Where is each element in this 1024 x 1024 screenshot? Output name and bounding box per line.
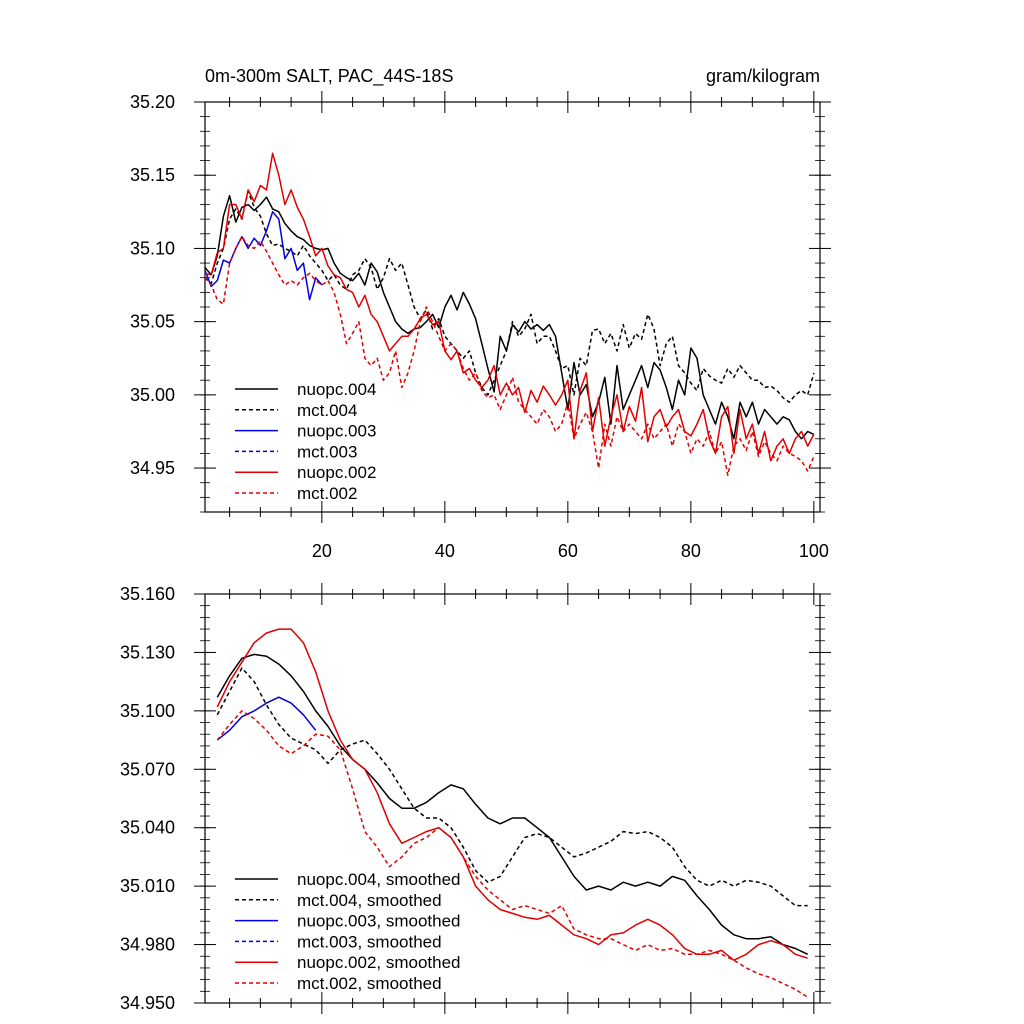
bottom-legend-label: nuopc.002, smoothed <box>297 953 461 972</box>
bottom-legend-label: mct.003, smoothed <box>297 932 442 951</box>
bottom-y-tick-label: 34.950 <box>120 993 175 1013</box>
bottom-series-group <box>216 628 809 998</box>
bottom-y-tick-label: 35.130 <box>120 642 175 662</box>
bottom-legend-label: nuopc.003, smoothed <box>297 912 461 931</box>
top-legend-label: nuopc.002 <box>297 463 376 482</box>
top-legend-label: mct.004 <box>297 401 357 420</box>
top-panel: 20 40 60 80 100 34.95 35.00 35.05 35.10 35.15 35.2… <box>130 91 831 561</box>
top-series-mct-002 <box>205 235 815 477</box>
bottom-y-tick-label: 35.160 <box>120 584 175 604</box>
top-y-tick-label: 35.15 <box>130 165 175 185</box>
bottom-legend-label: mct.004, smoothed <box>297 891 442 910</box>
bottom-y-tick-label: 35.040 <box>120 818 175 838</box>
top-y-tick-label: 35.00 <box>130 385 175 405</box>
top-legend-label: mct.002 <box>297 484 357 503</box>
top-series-group <box>205 152 815 477</box>
bottom-y-tick-label: 34.980 <box>120 935 175 955</box>
top-series-mct-004 <box>205 190 815 403</box>
bottom-y-tick-label: 35.010 <box>120 876 175 896</box>
top-x-tick-label: 40 <box>435 541 455 561</box>
bottom-legend: nuopc.004, smoothed mct.004, smoothed nuop… <box>235 870 461 993</box>
top-x-tick-label: 100 <box>799 541 829 561</box>
bottom-legend-label: nuopc.004, smoothed <box>297 870 461 889</box>
chart-title: 0m-300m SALT, PAC_44S-18S <box>205 66 453 87</box>
top-y-tick-label: 35.20 <box>130 92 175 112</box>
top-legend-label: nuopc.003 <box>297 422 376 441</box>
bottom-panel: 34.950 34.980 35.010 35.040 35.070 35.100 35.1… <box>120 583 831 1014</box>
top-y-tick-label: 35.05 <box>130 312 175 332</box>
top-legend-label: mct.003 <box>297 442 357 461</box>
top-y-tick-label: 35.10 <box>130 238 175 258</box>
top-x-tick-label: 20 <box>312 541 332 561</box>
bottom-legend-label: mct.002, smoothed <box>297 974 442 993</box>
top-y-tick-label: 34.95 <box>130 458 175 478</box>
top-series-nuopc-002 <box>205 152 815 462</box>
top-legend-label: nuopc.004 <box>297 380 376 399</box>
bottom-series-nuopc-003-smoothed <box>216 696 317 741</box>
bottom-series-nuopc-002-smoothed <box>216 628 808 961</box>
top-x-tick-label: 60 <box>558 541 578 561</box>
bottom-y-tick-label: 35.100 <box>120 701 175 721</box>
bottom-series-mct-002-smoothed <box>216 710 809 998</box>
bottom-series-nuopc-004-smoothed <box>216 653 809 955</box>
bottom-plot-frame <box>204 593 821 1004</box>
top-x-tick-label: 80 <box>681 541 701 561</box>
top-series-nuopc-003 <box>205 211 323 301</box>
units-label: gram/kilogram <box>706 66 820 86</box>
bottom-y-tick-label: 35.070 <box>120 759 175 779</box>
